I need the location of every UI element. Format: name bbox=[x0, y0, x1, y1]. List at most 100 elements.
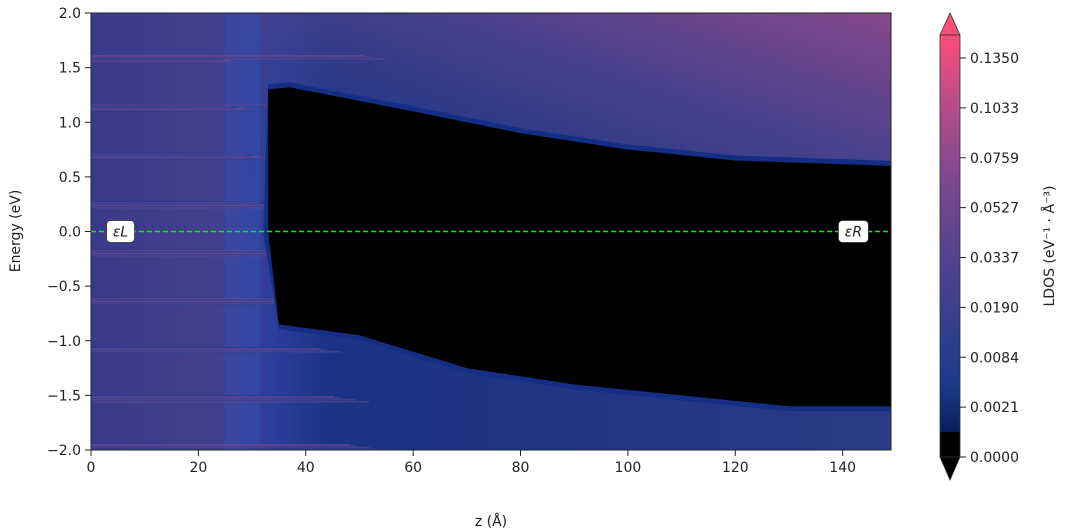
stripe bbox=[91, 153, 238, 155]
colorbar-tick-label: 0.1350 bbox=[970, 51, 1019, 67]
stripe bbox=[91, 350, 333, 352]
y-tick-label: −2.0 bbox=[47, 443, 81, 459]
stripe bbox=[91, 301, 311, 303]
stripe bbox=[91, 252, 289, 254]
colorbar-tick-label: 0.1033 bbox=[970, 101, 1019, 117]
stripe bbox=[91, 108, 244, 110]
stripe bbox=[91, 446, 363, 448]
stripe bbox=[91, 56, 371, 58]
colorbar-gradient bbox=[940, 35, 960, 432]
colorbar-tick-label: 0.0000 bbox=[970, 450, 1019, 466]
stripe bbox=[91, 398, 348, 400]
x-tick-label: 80 bbox=[512, 460, 530, 476]
stripe bbox=[91, 60, 229, 62]
stripe bbox=[91, 253, 296, 255]
stripe bbox=[91, 57, 378, 59]
stripe bbox=[91, 298, 290, 300]
stripe bbox=[91, 251, 282, 253]
stripe bbox=[91, 204, 274, 206]
y-tick-label: 0.0 bbox=[59, 225, 81, 241]
stripe bbox=[91, 254, 303, 256]
x-tick-label: 20 bbox=[189, 460, 207, 476]
y-tick-label: 1.5 bbox=[59, 61, 81, 77]
stripe bbox=[91, 155, 252, 157]
y-tick-label: −1.5 bbox=[47, 388, 81, 404]
stripe bbox=[91, 348, 319, 350]
heatmap-area bbox=[91, 13, 891, 470]
stripe bbox=[91, 448, 377, 450]
x-axis: 0 20 40 60 80 100 120 140 bbox=[87, 450, 856, 476]
y-tick-label: 2.0 bbox=[59, 6, 81, 22]
stripe bbox=[91, 300, 304, 302]
stripe bbox=[91, 352, 347, 354]
annotation-text-l: εL bbox=[113, 225, 128, 241]
y-tick-label: −0.5 bbox=[47, 279, 81, 295]
stripe bbox=[91, 206, 288, 208]
annotation-epsilon-r: εR bbox=[838, 220, 869, 243]
heatmap-stripes bbox=[91, 13, 386, 450]
x-tick-label: 140 bbox=[829, 460, 856, 476]
x-tick-label: 0 bbox=[87, 460, 96, 476]
stripe bbox=[91, 157, 266, 159]
colorbar-top-extend bbox=[939, 12, 961, 36]
colorbar-tick-label: 0.0337 bbox=[970, 251, 1019, 267]
stripe bbox=[91, 447, 370, 449]
colorbar-bottom-extend bbox=[939, 456, 961, 482]
y-tick-label: 0.5 bbox=[59, 170, 81, 186]
stripe bbox=[91, 347, 312, 349]
stripe bbox=[91, 154, 245, 156]
x-tick-label: 60 bbox=[404, 460, 422, 476]
stripe bbox=[91, 201, 253, 203]
stripe bbox=[91, 444, 349, 446]
stripe bbox=[91, 59, 222, 61]
colorbar-tick-label: 0.0190 bbox=[970, 300, 1019, 316]
stripe bbox=[91, 303, 325, 305]
annotation-text-r: εR bbox=[845, 225, 862, 241]
stripe bbox=[91, 399, 355, 401]
hotspot-bottom bbox=[200, 462, 260, 470]
stripe bbox=[91, 302, 318, 304]
stripe bbox=[91, 299, 297, 301]
stripe bbox=[91, 304, 332, 306]
stripe bbox=[91, 396, 334, 398]
stripe bbox=[91, 349, 326, 351]
stripe bbox=[91, 202, 260, 204]
stripe bbox=[91, 106, 230, 108]
stripe bbox=[91, 58, 385, 60]
y-axis: −2.0 −1.5 −1.0 −0.5 0.0 0.5 1.0 1.5 2.0 bbox=[47, 6, 91, 459]
stripe bbox=[91, 255, 310, 257]
stripe bbox=[91, 395, 327, 397]
annotation-box-r bbox=[838, 220, 869, 243]
stripe bbox=[91, 207, 295, 209]
annotation-epsilon-l: εL bbox=[106, 220, 135, 243]
stripe bbox=[91, 105, 223, 107]
colorbar: 0.0000 0.0021 0.0084 0.0190 0.0337 0.0527 0.07… bbox=[939, 12, 1019, 482]
x-axis-label: z (Å) bbox=[475, 513, 507, 530]
y-tick-label: 1.0 bbox=[59, 115, 81, 131]
stripe bbox=[91, 205, 281, 207]
colorbar-zero-segment bbox=[940, 432, 960, 457]
stripe bbox=[91, 109, 251, 111]
stripe bbox=[91, 107, 237, 109]
colorbar-frame bbox=[939, 34, 961, 458]
stripe bbox=[91, 401, 369, 403]
x-tick-label: 40 bbox=[297, 460, 315, 476]
gap-region bbox=[268, 87, 891, 407]
x-tick-label: 100 bbox=[615, 460, 642, 476]
stripe bbox=[91, 61, 236, 63]
y-axis-label: Energy (eV) bbox=[8, 190, 24, 273]
stripe bbox=[91, 110, 258, 112]
y-tick-label: −1.0 bbox=[47, 334, 81, 350]
stripe bbox=[91, 158, 273, 160]
stripe bbox=[91, 104, 386, 106]
annotation-box-l bbox=[106, 220, 135, 243]
stripe bbox=[91, 397, 341, 399]
colorbar-tick-label: 0.0084 bbox=[970, 350, 1019, 366]
colorbar-tick-label: 0.0527 bbox=[970, 201, 1019, 217]
stripe bbox=[91, 250, 275, 252]
colorbar-label: LDOS (eV⁻¹ · Å⁻³) bbox=[1041, 186, 1058, 307]
colorbar-tick-label: 0.0021 bbox=[970, 400, 1019, 416]
colorbar-ticks: 0.0000 0.0021 0.0084 0.0190 0.0337 0.0527 0.07… bbox=[960, 51, 1019, 466]
stripe bbox=[91, 351, 340, 353]
